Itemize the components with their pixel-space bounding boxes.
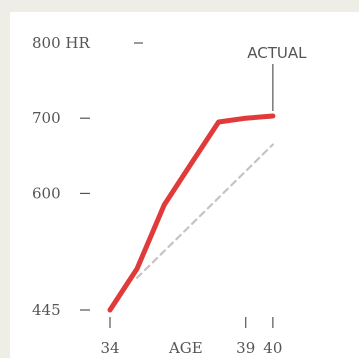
chart-card: 800 HR 700 600 445 34 39 40 AGE ACTUAL [10,12,359,358]
x-axis-label: AGE [168,339,203,357]
y-tick-label-800: 800 HR [32,34,90,52]
actual-annotation-label: ACTUAL [247,44,307,62]
hr-by-age-chart: 800 HR 700 600 445 34 39 40 AGE ACTUAL [32,34,307,357]
annotations: ACTUAL [247,44,307,111]
y-axis: 800 HR 700 600 445 [32,34,143,319]
x-axis: 34 39 40 AGE [100,317,282,357]
x-tick-label-39: 39 [236,339,255,357]
x-tick-label-40: 40 [263,339,282,357]
y-tick-label-600: 600 [32,184,61,202]
actual-line [107,113,276,313]
y-tick-label-700: 700 [32,109,61,127]
series-lines [107,113,276,313]
x-tick-label-34: 34 [100,339,119,357]
y-tick-label-445: 445 [32,301,61,319]
projection-line [135,143,274,279]
